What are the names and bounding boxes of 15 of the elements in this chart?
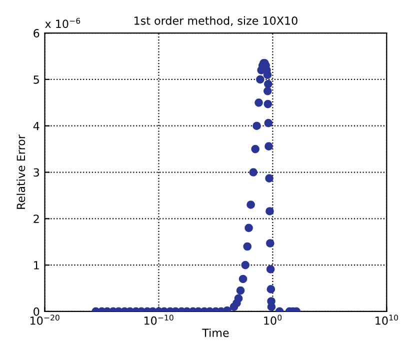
y-tick-label: 0 xyxy=(34,307,40,316)
y-axis-title: Relative Error xyxy=(16,134,26,209)
text: x 10$^{−6}$ xyxy=(45,18,80,28)
y-tick-label: 2 xyxy=(34,214,39,223)
x-tick-label: 10$^{0}$ xyxy=(264,314,282,325)
x-axis-title: Time xyxy=(202,328,229,338)
x-tick-label: 10$^{10}$ xyxy=(376,314,398,325)
y-tick-label: 5 xyxy=(34,76,39,84)
x-tick-label: 10$^{−20}$ xyxy=(30,314,60,325)
y-tick-label: 3 xyxy=(34,168,40,177)
y-tick-label: 1 xyxy=(34,261,39,270)
chart-title: 1st order method, size 10X10 xyxy=(134,16,298,26)
x-tick-label: 10$^{−10}$ xyxy=(144,314,174,325)
y-tick-label: 4 xyxy=(33,122,40,130)
y-tick-label: 6 xyxy=(34,29,40,38)
